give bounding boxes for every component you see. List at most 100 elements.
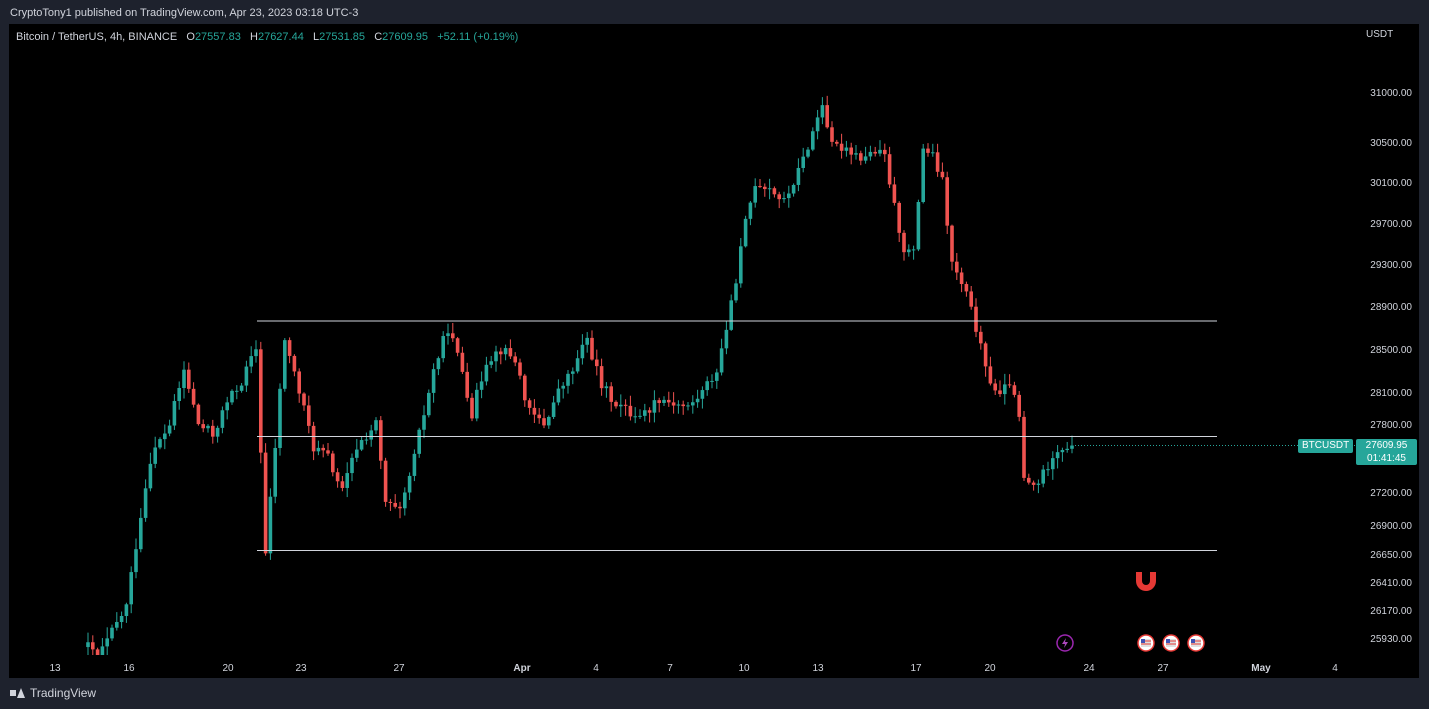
candle-body bbox=[873, 151, 877, 154]
candle-body bbox=[148, 463, 153, 489]
candle-body bbox=[710, 380, 714, 382]
candle-body bbox=[566, 373, 570, 386]
time-tick-label: 4 bbox=[593, 663, 599, 674]
candle-body bbox=[143, 488, 148, 518]
us-flag-icon bbox=[1162, 634, 1180, 652]
candles-layer bbox=[86, 95, 1356, 655]
candle-body bbox=[398, 506, 402, 509]
candle-body bbox=[868, 151, 873, 157]
candle-body bbox=[691, 402, 695, 406]
candle-body bbox=[739, 246, 743, 284]
candle-body bbox=[167, 425, 172, 434]
candle-body bbox=[743, 218, 748, 247]
candle-body bbox=[1046, 469, 1050, 471]
candle-body bbox=[839, 143, 844, 151]
price-tick-label: 28100.00 bbox=[1370, 388, 1412, 399]
candle-body bbox=[1031, 482, 1036, 485]
candle-body bbox=[657, 400, 661, 403]
candle-body bbox=[652, 400, 657, 413]
price-tick-label: 29300.00 bbox=[1370, 260, 1412, 271]
candle-body bbox=[211, 425, 215, 437]
price-tick-label: 28500.00 bbox=[1370, 345, 1412, 356]
candle-body bbox=[763, 186, 767, 190]
time-tick-label: 16 bbox=[123, 663, 135, 674]
candle-body bbox=[460, 352, 465, 372]
candle-body bbox=[196, 404, 201, 425]
publish-line: CryptoTony1 published on TradingView.com… bbox=[10, 7, 359, 19]
open-label: O bbox=[186, 31, 195, 43]
low-value: 27531.85 bbox=[319, 31, 366, 43]
candle-body bbox=[182, 369, 186, 388]
candle-body bbox=[983, 343, 988, 367]
candle-body bbox=[393, 502, 397, 507]
us-flag-icon bbox=[1187, 634, 1205, 652]
candle-body bbox=[787, 193, 791, 199]
candle-body bbox=[571, 371, 575, 374]
price-tick-label: 25930.00 bbox=[1370, 634, 1412, 645]
candle-body bbox=[119, 615, 124, 623]
time-tick-label: May bbox=[1251, 663, 1271, 674]
tradingview-brand[interactable]: TradingView bbox=[10, 686, 96, 700]
candle-body bbox=[878, 149, 882, 154]
candle-body bbox=[441, 336, 445, 359]
candle-body bbox=[235, 390, 239, 392]
candle-body bbox=[340, 481, 345, 488]
candle-body bbox=[388, 501, 393, 503]
candle-body bbox=[134, 549, 138, 573]
currency-label[interactable]: USDT bbox=[1366, 29, 1394, 40]
candle-body bbox=[115, 622, 119, 628]
last-price-value: 27609.95 bbox=[1365, 440, 1408, 451]
candle-body bbox=[431, 369, 436, 393]
candle-body bbox=[278, 388, 282, 448]
candle-body bbox=[225, 402, 229, 411]
candle-body bbox=[436, 358, 441, 370]
candle-body bbox=[580, 344, 585, 359]
time-tick-label: 24 bbox=[1083, 663, 1095, 674]
candle-body bbox=[95, 649, 100, 655]
candle-body bbox=[532, 407, 537, 415]
candle-body bbox=[724, 329, 729, 349]
candle-body bbox=[806, 149, 810, 157]
candle-body bbox=[599, 366, 604, 389]
candle-body bbox=[527, 400, 532, 408]
candle-body bbox=[604, 386, 609, 389]
candle-body bbox=[513, 356, 517, 363]
price-tick-label: 26170.00 bbox=[1370, 606, 1412, 617]
chart-pane[interactable] bbox=[9, 24, 1419, 678]
price-tick-label: 29700.00 bbox=[1370, 219, 1412, 230]
price-tick-label: 26650.00 bbox=[1370, 550, 1412, 561]
candle-body bbox=[124, 604, 129, 616]
candle-body bbox=[883, 149, 887, 155]
time-tick-label: 7 bbox=[667, 663, 673, 674]
candle-body bbox=[403, 492, 407, 509]
candle-body bbox=[215, 427, 220, 437]
candle-body bbox=[494, 351, 498, 362]
candle-body bbox=[921, 148, 925, 203]
candle-body bbox=[979, 331, 983, 344]
candle-body bbox=[671, 402, 676, 406]
time-tick-label: 20 bbox=[222, 663, 234, 674]
candle-body bbox=[796, 167, 801, 185]
candle-body bbox=[715, 372, 719, 381]
candle-body bbox=[239, 385, 244, 391]
candle-body bbox=[129, 572, 133, 605]
candle-body bbox=[811, 131, 815, 150]
candle-body bbox=[100, 646, 105, 655]
candle-body bbox=[825, 105, 829, 128]
time-tick-label: 23 bbox=[295, 663, 307, 674]
symbol-price-label: BTCUSDT bbox=[1298, 439, 1354, 453]
candle-body bbox=[1041, 469, 1045, 484]
candle-body bbox=[475, 389, 479, 419]
candle-body bbox=[1022, 416, 1026, 478]
candle-body bbox=[859, 153, 863, 161]
candle-body bbox=[643, 410, 647, 416]
candle-body bbox=[772, 188, 777, 195]
symbol-title: Bitcoin / TetherUS, 4h, BINANCE bbox=[16, 31, 178, 43]
candle-body bbox=[287, 340, 292, 356]
candle-body bbox=[676, 404, 681, 406]
close-label: C bbox=[374, 31, 383, 43]
candle-body bbox=[950, 225, 954, 262]
candle-body bbox=[945, 177, 949, 226]
